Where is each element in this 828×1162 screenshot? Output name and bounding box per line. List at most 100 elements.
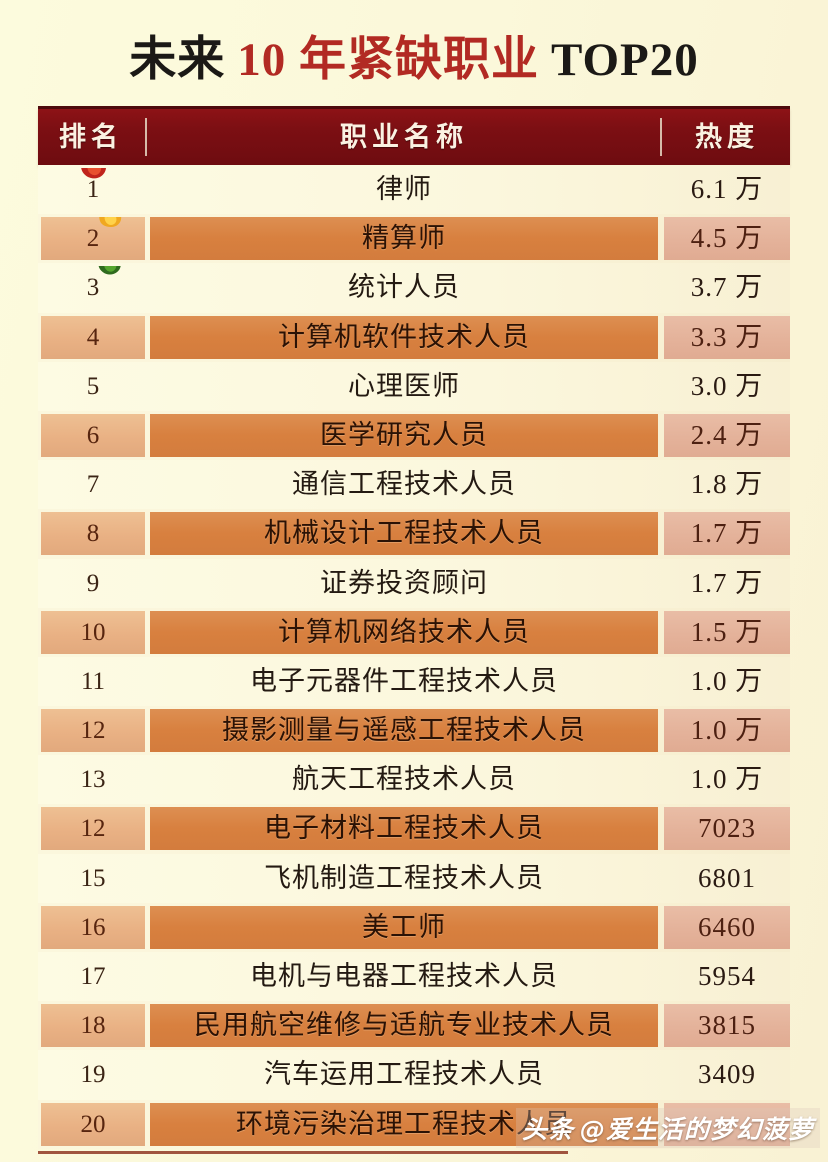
cell-rank: 10	[41, 610, 145, 654]
rank-value: 1	[80, 168, 106, 211]
cell-rank: 12	[41, 709, 145, 753]
cell-rank: 15	[41, 857, 145, 900]
cell-rank: 20	[41, 1102, 145, 1146]
rank-value: 19	[80, 1061, 106, 1089]
flame-green-icon	[95, 266, 125, 276]
cell-heat-value: 6.1 万	[690, 174, 764, 204]
table-row: 17 电机与电器工程技术人员 5954	[38, 952, 790, 1002]
cell-occupation-name: 心理医师	[348, 370, 460, 401]
flame-red-icon	[77, 168, 111, 180]
cell-rank: 1	[41, 168, 145, 211]
cell-rank: 12	[41, 807, 145, 851]
cell-rank: 2	[41, 217, 145, 261]
cell-occupation-name: 电子元器件工程技术人员	[250, 665, 558, 696]
cell-occupation-name: 美工师	[150, 905, 658, 949]
cell-heat-value: 1.0 万	[690, 764, 764, 795]
page-title-trail: TOP20	[550, 34, 699, 86]
cell-rank: 11	[41, 660, 145, 703]
table-row: 10 计算机网络技术人员 1.5 万	[38, 607, 790, 657]
cell-rank: 18	[41, 1004, 145, 1048]
cell-occupation-name: 精算师	[150, 217, 658, 261]
table-bottom-rule	[38, 1151, 568, 1154]
cell-heat-value: 1.0 万	[664, 709, 790, 753]
rank-value: 10	[80, 618, 106, 646]
table-row: 11 电子元器件工程技术人员 1.0 万	[38, 656, 790, 707]
cell-occupation-name: 统计人员	[348, 272, 460, 303]
page-title-highlight: 10 年紧缺职业	[237, 34, 539, 86]
table-row: 7 通信工程技术人员 1.8 万	[38, 460, 790, 510]
cell-rank: 4	[41, 315, 145, 359]
table-row: 8 机械设计工程技术人员 1.7 万	[38, 509, 790, 559]
cell-occupation-name: 机械设计工程技术人员	[150, 512, 658, 556]
table-row: 19 汽车运用工程技术人员 3409	[38, 1050, 790, 1100]
watermark-platform: 头条	[521, 1115, 574, 1144]
cell-rank: 16	[41, 905, 145, 949]
cell-heat-value: 3815	[664, 1004, 790, 1048]
rank-value: 3	[87, 266, 121, 309]
cell-rank: 19	[41, 1053, 145, 1096]
table-row: 2 精算师 4.5 万	[38, 214, 790, 264]
header-separator-2	[660, 118, 662, 156]
cell-heat-value: 6460	[664, 905, 790, 949]
cell-rank: 8	[41, 512, 145, 556]
cell-heat-value: 2.4 万	[664, 413, 790, 457]
rank-value: 5	[86, 372, 100, 400]
cell-heat-value: 1.8 万	[690, 469, 764, 500]
table-row: 3 统计人员 3.7 万	[38, 263, 790, 313]
cell-occupation-name: 证券投资顾问	[320, 567, 488, 598]
rank-value: 9	[86, 569, 100, 597]
ranking-table: 排名 职业名称 热度 1 律师 6.1 万 2 精算师 4.5 万 3 统计人员 3.7 万 4 计…	[38, 106, 790, 1149]
cell-occupation-name: 摄影测量与遥感工程技术人员	[150, 709, 658, 753]
cell-heat-value: 5954	[698, 961, 756, 991]
table-row: 6 医学研究人员 2.4 万	[38, 410, 790, 461]
cell-rank: 17	[41, 955, 145, 998]
rank-value: 8	[86, 520, 100, 548]
cell-heat-value: 1.5 万	[664, 610, 790, 654]
cell-heat-value: 3.7 万	[690, 272, 764, 303]
cell-occupation-name: 计算机软件技术人员	[150, 315, 658, 359]
cell-occupation-name: 医学研究人员	[150, 413, 658, 457]
rank-value: 20	[80, 1110, 106, 1138]
table-row: 1 律师 6.1 万	[38, 165, 790, 215]
cell-occupation-name: 环境污染治理工程技术人员	[150, 1102, 658, 1146]
table-row: 12 电子材料工程技术人员 7023	[38, 804, 790, 854]
rank-value: 18	[80, 1012, 106, 1040]
table-row: 9 证券投资顾问 1.7 万	[38, 558, 790, 608]
page-title-lead: 未来	[129, 34, 226, 86]
table-row: 5 心理医师 3.0 万	[38, 361, 790, 411]
cell-heat-value: 3409	[698, 1059, 756, 1090]
rank-value: 7	[86, 471, 100, 499]
cell-heat-value: 1.0 万	[690, 665, 764, 696]
cell-heat-value: 3.3 万	[664, 315, 790, 359]
watermark-handle: @爱生活的梦幻菠萝	[579, 1115, 814, 1144]
rank-value: 2	[87, 217, 121, 260]
rank-value: 13	[80, 766, 106, 794]
rank-value: 6	[86, 421, 100, 449]
cell-heat-value	[664, 1102, 790, 1146]
cell-heat-value: 1.7 万	[690, 567, 764, 598]
cell-rank: 13	[41, 758, 145, 801]
cell-occupation-name: 飞机制造工程技术人员	[264, 862, 544, 893]
rank-value: 12	[80, 815, 106, 843]
flame-yellow-icon	[97, 217, 125, 228]
cell-rank: 9	[41, 562, 145, 605]
cell-occupation-name: 汽车运用工程技术人员	[264, 1059, 544, 1090]
cell-heat-value: 6801	[698, 862, 756, 893]
cell-occupation-name: 电子材料工程技术人员	[150, 807, 658, 851]
column-header-rank: 排名	[59, 122, 123, 152]
cell-heat-value: 4.5 万	[664, 217, 790, 261]
table-row: 12 摄影测量与遥感工程技术人员 1.0 万	[38, 706, 790, 756]
cell-occupation-name: 计算机网络技术人员	[150, 610, 658, 654]
table-row: 18 民用航空维修与适航专业技术人员 3815	[38, 1001, 790, 1051]
cell-rank: 3	[41, 266, 145, 309]
cell-rank: 5	[41, 365, 145, 408]
cell-occupation-name: 民用航空维修与适航专业技术人员	[150, 1004, 658, 1048]
cell-occupation-name: 电机与电器工程技术人员	[250, 961, 558, 991]
rank-value: 11	[80, 667, 106, 695]
header-separator-1	[145, 118, 147, 156]
cell-rank: 7	[41, 463, 145, 506]
cell-occupation-name: 航天工程技术人员	[292, 764, 516, 795]
cell-occupation-name: 通信工程技术人员	[292, 469, 516, 500]
page-title: 未来 10 年紧缺职业 TOP20	[0, 20, 828, 89]
